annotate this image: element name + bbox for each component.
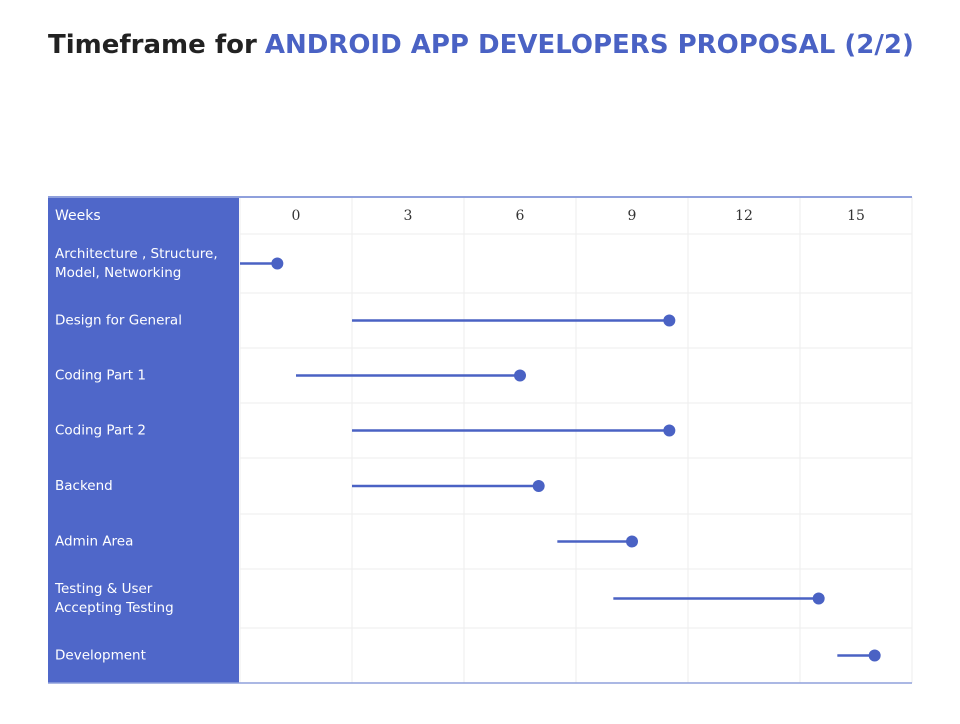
x-tick-label: 12 (735, 208, 753, 224)
x-tick-label: 6 (516, 208, 525, 224)
task-end-dot (812, 592, 825, 605)
task-label: Coding Part 2 (55, 423, 146, 439)
task-end-dot (626, 535, 638, 548)
task-label: Architecture , Structure, (55, 246, 218, 262)
title-highlight: ANDROID APP DEVELOPERS PROPOSAL (2/2) (265, 30, 914, 60)
task-end-dot (663, 314, 676, 327)
title-prefix: Timeframe for (48, 30, 257, 60)
task-label: Design for General (55, 313, 182, 329)
label-column (48, 197, 239, 683)
task-label: Testing & User (54, 581, 153, 597)
task-end-dot (868, 649, 881, 662)
task-label: Accepting Testing (55, 600, 174, 616)
task-label: Admin Area (55, 534, 133, 550)
x-tick-label: 9 (628, 208, 637, 224)
x-tick-label: 3 (404, 208, 413, 224)
task-label: Coding Part 1 (55, 368, 146, 384)
task-end-dot (514, 369, 526, 382)
task-end-dot (271, 257, 284, 270)
axis-label: Weeks (55, 208, 101, 224)
x-tick-label: 15 (847, 208, 865, 224)
task-label: Development (55, 648, 146, 664)
chart-title: Timeframe for ANDROID APP DEVELOPERS PROP… (48, 30, 914, 60)
task-label: Model, Networking (55, 265, 181, 281)
task-label: Backend (55, 478, 113, 494)
x-tick-label: 0 (292, 208, 301, 224)
task-end-dot (532, 480, 545, 492)
task-end-dot (663, 424, 676, 437)
